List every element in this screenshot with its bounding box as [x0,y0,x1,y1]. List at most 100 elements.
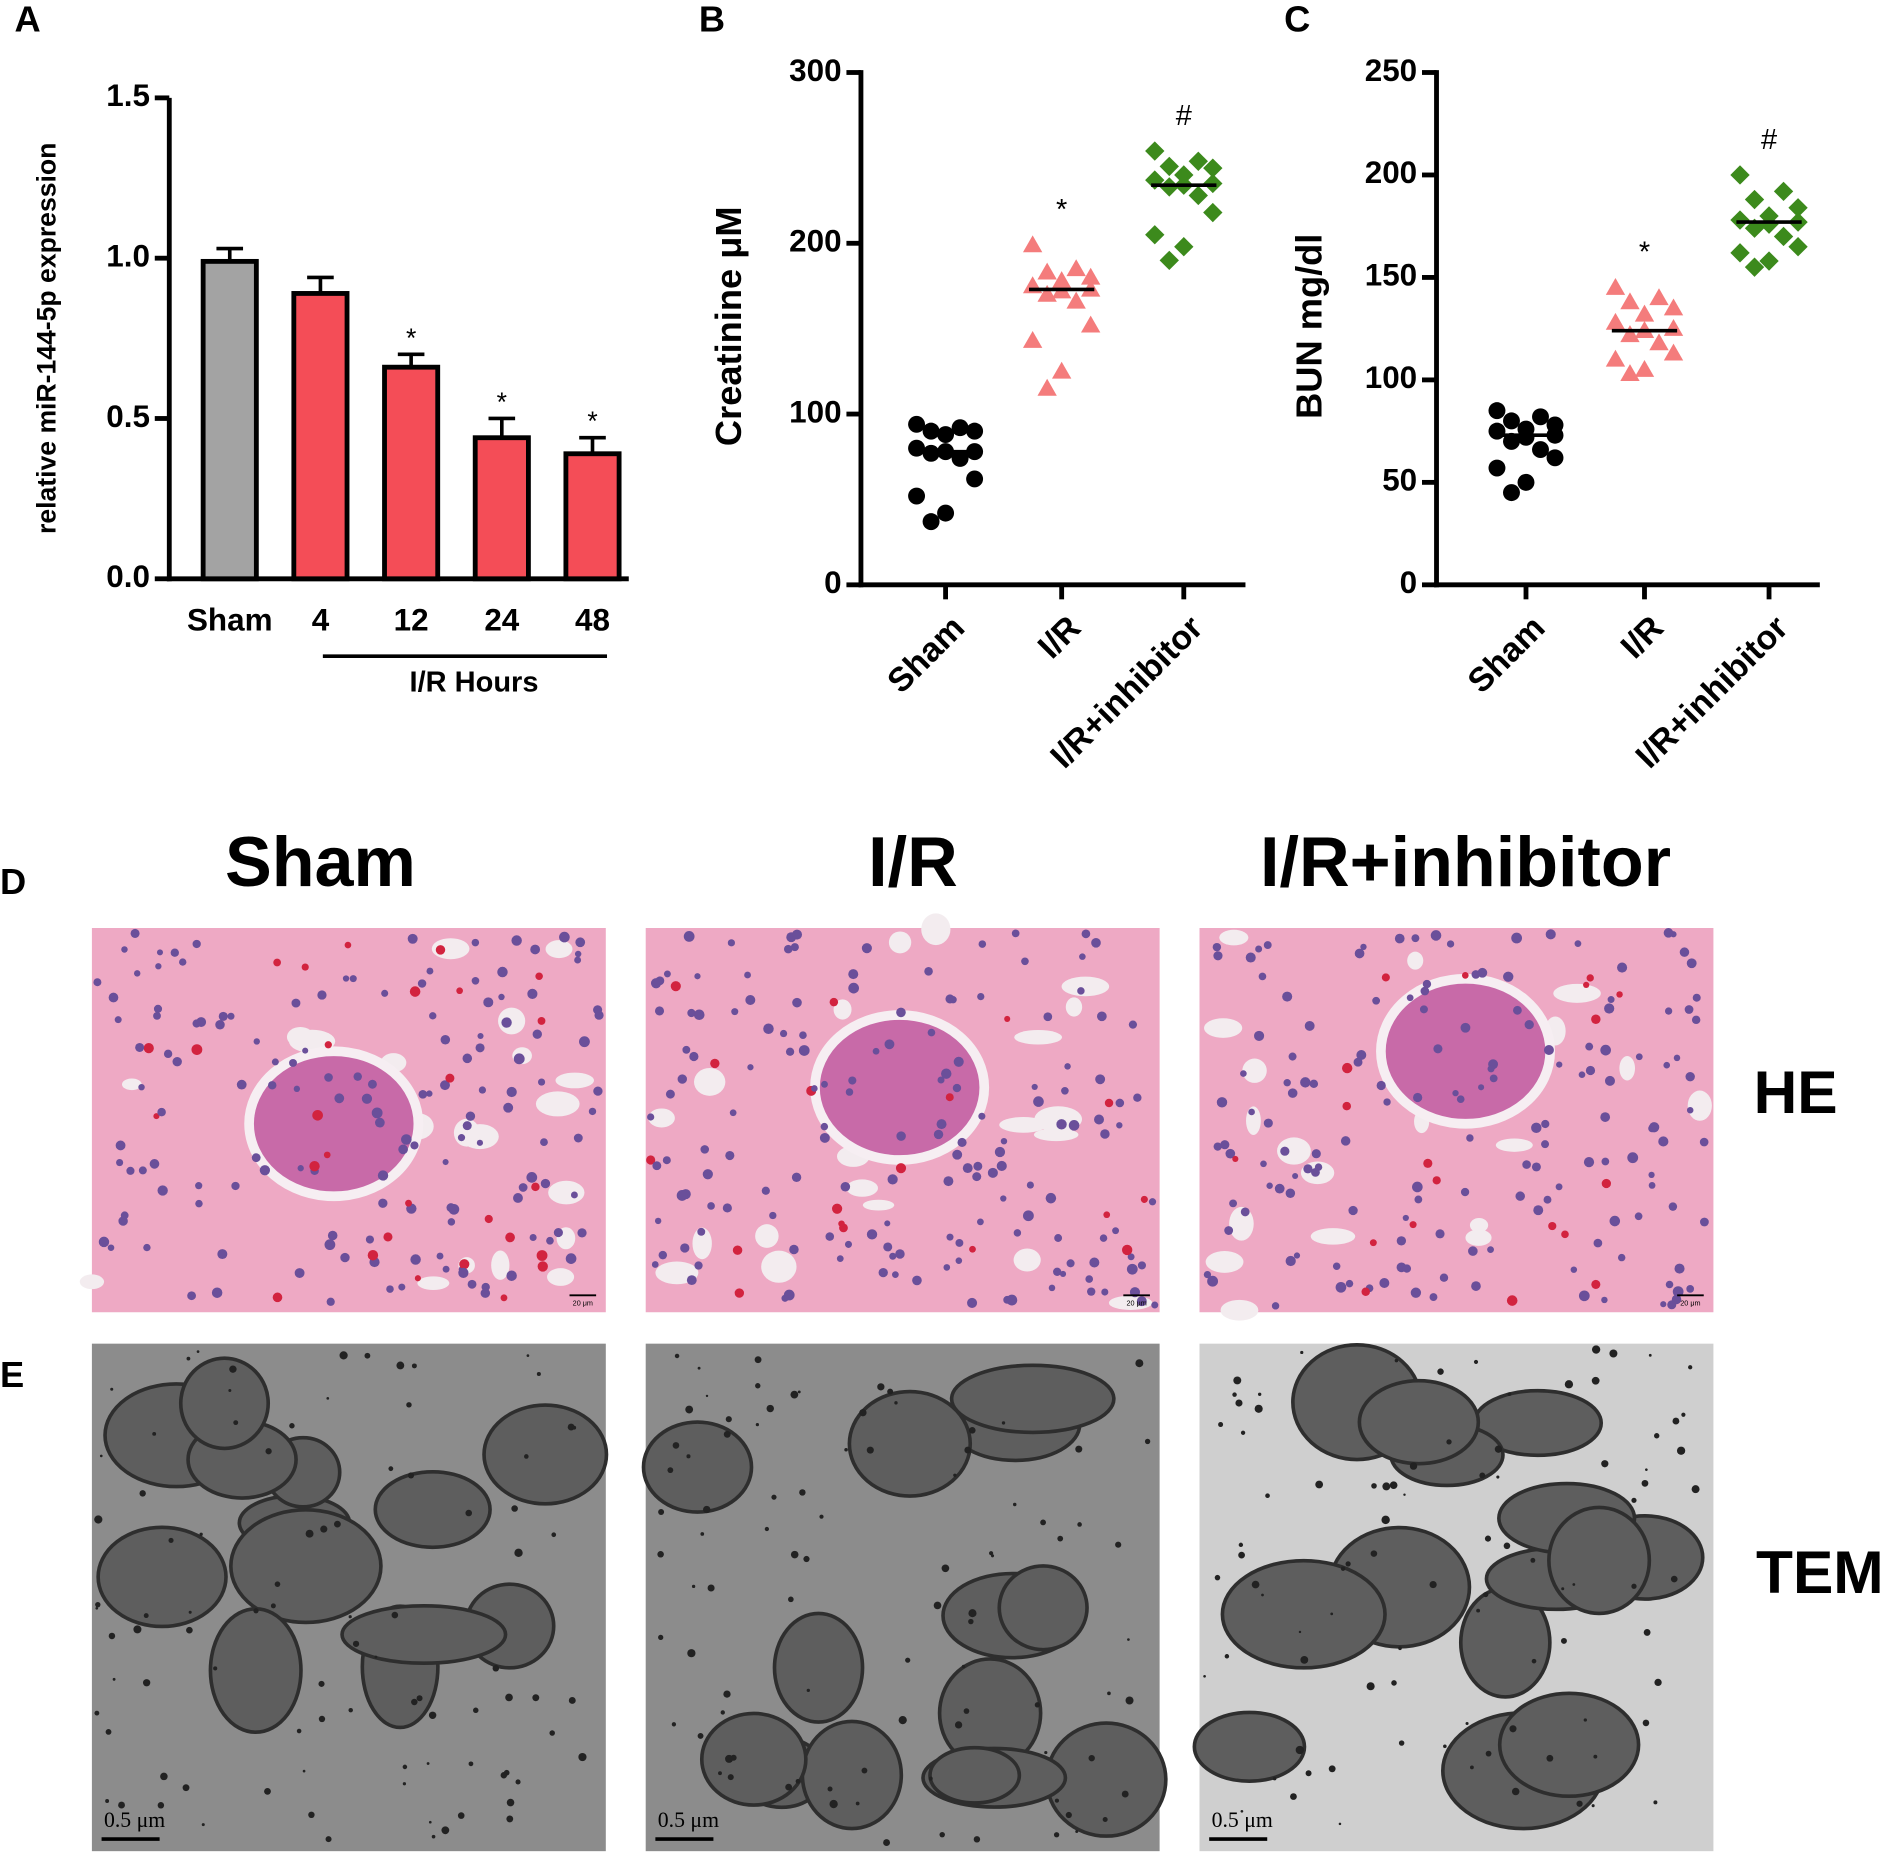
panel-label: A [15,0,41,39]
he-nucleus [694,1261,703,1270]
tem-granule [928,1776,933,1781]
he-nucleus [647,1113,655,1121]
he-nucleus [553,1228,563,1238]
tem-micrograph: 0.5 μm [1192,1343,1714,1852]
tem-granule [1485,1750,1492,1757]
tem-granule [105,1728,112,1735]
he-nucleus [1585,1065,1596,1076]
tem-granule [1224,1654,1230,1659]
he-lumen [547,1268,575,1286]
he-nucleus [1586,974,1594,982]
tem-granule [505,1693,513,1702]
he-nucleus [1085,1275,1094,1283]
he-lumen [1220,1299,1259,1321]
x-tick-label: I/R [1031,609,1088,666]
tem-granule [143,1613,149,1619]
tem-granule [94,1710,100,1716]
tem-mitochondrion [772,1611,865,1724]
he-nucleus [1548,1221,1557,1231]
tem-granule [861,1767,868,1774]
he-nucleus [312,1109,323,1121]
he-nucleus [297,1165,304,1172]
tem-granule [1371,1483,1377,1489]
he-nucleus [977,992,985,1001]
he-nucleus [324,1239,336,1251]
he-nucleus [530,944,541,955]
he-nucleus [447,1218,456,1226]
data-point [1546,449,1564,467]
tem-granule [797,1390,801,1394]
he-glomerulus [244,1046,424,1202]
tem-granule [939,1831,945,1838]
he-nucleus [471,976,480,985]
tem-granule [771,1494,777,1500]
tem-granule [1483,1591,1489,1598]
he-nucleus [1593,1238,1603,1248]
he-nucleus [1095,1074,1106,1085]
tem-mitochondrion [699,1711,808,1807]
he-nucleus [1224,1226,1234,1235]
he-nucleus [1285,1188,1296,1198]
he-nucleus [933,1129,944,1140]
tem-granule [1654,1433,1660,1439]
he-nucleus [732,1245,743,1255]
he-nucleus [435,945,446,955]
he-lumen [1310,1228,1356,1245]
he-nucleus [231,1181,240,1191]
he-lumen [1065,997,1083,1017]
he-nucleus [1686,1285,1695,1293]
tem-granule [1530,1557,1536,1563]
he-nucleus [829,997,839,1007]
he-nucleus [324,1041,332,1049]
he-nucleus [945,1093,954,1102]
tem-granule [213,1666,218,1671]
tem-granule [465,1509,473,1517]
he-nucleus [878,1267,888,1278]
data-point [1503,412,1520,430]
he-lumen [1469,1218,1489,1233]
he-nucleus [1335,1281,1347,1293]
he-nucleus [349,975,357,983]
he-nucleus [1248,1108,1255,1116]
tem-granule [686,1454,691,1459]
he-nucleus [1021,957,1029,966]
tem-granule [968,1609,977,1618]
he-nucleus [1658,1136,1669,1147]
he-nucleus [1151,1301,1159,1309]
he-nucleus [967,1297,978,1308]
tem-granule [402,1764,408,1770]
tem-granule [1238,1551,1245,1559]
tem-granule [1484,1535,1492,1542]
he-nucleus [467,1279,477,1289]
he-nucleus [1543,1195,1552,1204]
he-nucleus [783,944,793,954]
data-point [1634,304,1655,322]
he-nucleus [943,1176,954,1187]
he-nucleus [693,1009,705,1021]
he-nucleus [651,1261,659,1268]
he-nucleus [1394,933,1405,944]
he-nucleus [1013,1229,1022,1237]
annotation: * [497,387,507,417]
he-nucleus [153,1011,161,1020]
tem-granule [416,1695,423,1702]
he-nucleus [763,1023,774,1035]
he-nucleus [381,989,389,997]
he-nucleus [819,1132,830,1143]
he-nucleus [1699,1137,1709,1147]
he-nucleus [844,1240,853,1248]
he-nucleus [1101,1288,1109,1296]
tem-mitochondrion [641,1420,754,1514]
tem-granule [325,1836,332,1843]
he-nucleus [367,1079,377,1089]
tem-granule [428,1711,437,1720]
he-nucleus [377,1170,389,1181]
he-nucleus [1240,1207,1250,1217]
he-nucleus [484,1214,493,1224]
he-nucleus [1578,1071,1586,1079]
he-nucleus [658,1250,668,1260]
he-nucleus [798,1045,810,1056]
tem-scale-bar: 0.5 μm [658,1808,719,1832]
tem-granule [1240,1430,1246,1435]
he-nucleus [1061,1086,1069,1095]
